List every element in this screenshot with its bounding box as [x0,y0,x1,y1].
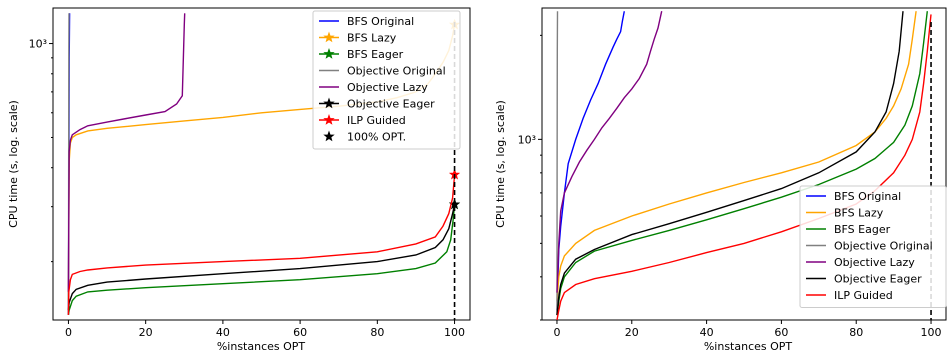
legend-entry-label: BFS Lazy [347,32,397,45]
left-chart: 0 20 40 60 80 100 10³ %instances OPT CPU time… [7,7,471,353]
legend-box [312,10,461,150]
right-x-axis-label: %instances OPT [704,340,793,353]
legend-entry-label: BFS Original [834,190,901,203]
legend-entry-label: BFS Original [347,15,414,28]
series-line-objective-eager [67,204,456,311]
x-tick-label: 40 [216,326,230,339]
legend-entry-label: Objective Eager [834,273,922,286]
y-tick-label: 10³ [518,133,536,146]
left-plot-frame [52,7,471,321]
x-tick-label: 100 [444,326,465,339]
right-legend: BFS Original BFS Lazy BFS Eager Objective O… [799,185,947,308]
left-x-axis-label: %instances OPT [217,340,306,353]
x-tick-label: 0 [65,326,72,339]
legend-entry-label: Objective Lazy [347,81,428,94]
legend-entry-label: BFS Eager [347,48,404,61]
left-legend: BFS Original BFS Lazy BFS Eager Objective O… [312,10,461,150]
legend-box [799,185,947,308]
x-tick-label: 100 [921,326,942,339]
legend-marker [323,48,335,59]
series-line-objective-lazy [556,11,663,293]
legend-marker [323,97,335,109]
y-tick-label: 10³ [29,38,47,51]
left-y-axis-label: CPU time (s, log. scale) [7,100,20,228]
x-tick-label: 80 [370,326,384,339]
right-y-axis-label: CPU time (s, log. scale) [494,100,507,228]
legend-marker [323,31,335,43]
right-chart: 0 20 40 60 80 100 10³ %instances OPT CPU time… [494,7,947,353]
series-line-objective-eager [556,11,904,316]
legend-entry-label: ILP Guided [834,289,893,302]
legend-marker [323,114,335,125]
legend-entry-label: ILP Guided [347,114,406,127]
x-tick-label: 20 [139,326,153,339]
right-x-ticks: 0 20 40 60 80 100 [553,320,942,339]
legend-entry-label: Objective Original [834,240,933,253]
right-plot-lines [556,11,932,320]
series-line-objective-original [556,11,559,316]
right-y-ticks: 10³ [518,34,542,321]
legend-entry-label: Objective Lazy [834,256,915,269]
legend-entry-label: BFS Lazy [834,207,884,220]
x-tick-label: 0 [553,326,560,339]
series-line-objective-lazy [67,13,186,292]
legend-marker [323,130,335,142]
series-line-ilp-guided [67,174,456,315]
series-line-ilp-guided [556,14,932,320]
left-y-ticks: 10³ [29,38,53,263]
legend-entry-label: 100% OPT. [347,131,406,144]
left-x-ticks: 0 20 40 60 80 100 [65,320,465,339]
series-line-bfs-eager [67,204,456,316]
x-tick-label: 60 [774,326,788,339]
series-line-bfs-original [556,11,625,311]
series-line-bfs-lazy [556,11,917,302]
x-tick-label: 40 [700,326,714,339]
legend-entry-label: Objective Eager [347,98,435,111]
series-line-bfs-eager [556,11,928,316]
legend-entry-label: Objective Original [347,65,446,78]
right-plot-frame [541,7,947,321]
x-tick-label: 20 [625,326,639,339]
x-tick-label: 80 [849,326,863,339]
x-tick-label: 60 [293,326,307,339]
legend-entry-label: BFS Eager [834,223,891,236]
